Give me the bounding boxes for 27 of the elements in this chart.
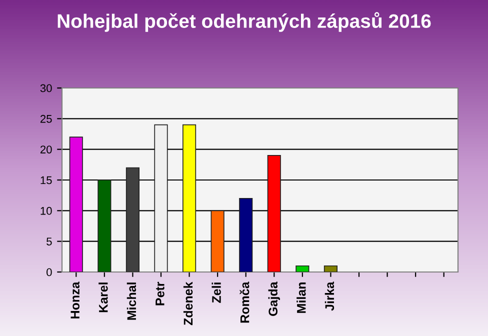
x-tick-label: Michal — [126, 282, 136, 320]
bar — [98, 180, 112, 272]
bar — [182, 124, 196, 272]
x-tick-label: Karel — [98, 282, 108, 312]
y-tick-label: 25 — [40, 114, 52, 123]
bar — [126, 167, 140, 272]
y-tick-label: 10 — [40, 206, 52, 215]
bar — [267, 155, 281, 272]
x-tick-label: Milan — [296, 282, 306, 313]
y-tick-label: 20 — [40, 146, 52, 154]
x-tick-label: Petr — [156, 282, 164, 306]
bar — [210, 210, 224, 272]
x-tick-label: Zeli — [212, 282, 221, 303]
y-tick-label: 0 — [46, 268, 52, 276]
bar — [69, 136, 83, 272]
bar — [239, 198, 253, 272]
y-tick-label: 5 — [46, 238, 52, 246]
bar — [324, 265, 338, 272]
x-tick-label: Gajda — [268, 282, 280, 316]
chart-title: Nohejbal počet odehraných zápasů 2016 — [58, 12, 431, 32]
x-tick-label: Honza — [70, 282, 80, 318]
x-tick-label: Jirka — [324, 282, 334, 311]
bar — [296, 265, 310, 272]
y-tick-label: 15 — [40, 176, 52, 184]
x-tick-label: Romča — [240, 282, 250, 323]
x-tick-label: Zdenek — [183, 282, 193, 326]
y-tick-label: 30 — [40, 84, 52, 92]
